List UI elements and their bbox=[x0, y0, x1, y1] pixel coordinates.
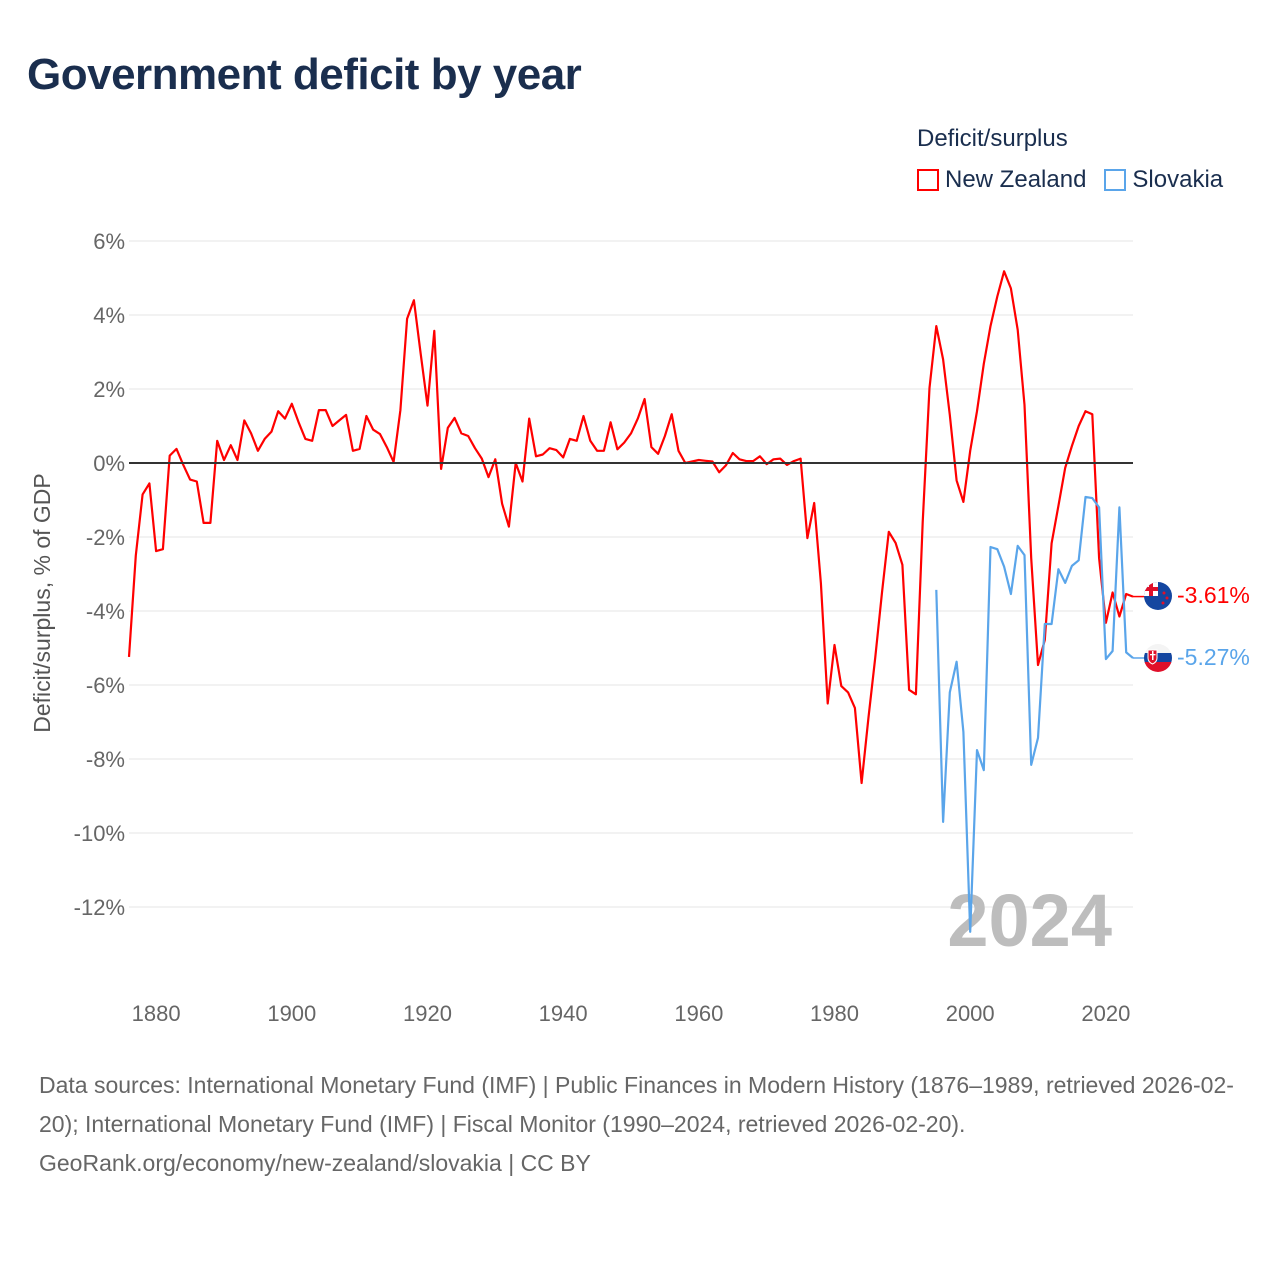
y-tick-label: -10% bbox=[74, 821, 125, 846]
legend-label: New Zealand bbox=[945, 166, 1087, 193]
slovakia-flag-icon bbox=[1144, 644, 1172, 672]
legend-item-new-zealand[interactable]: New Zealand bbox=[917, 166, 1086, 194]
x-tick-label: 1960 bbox=[674, 1001, 723, 1026]
x-tick-label: 1920 bbox=[403, 1001, 452, 1026]
end-label-new-zealand: -3.61% bbox=[1177, 582, 1250, 608]
y-tick-label: -6% bbox=[86, 673, 125, 698]
legend-swatch-new-zealand bbox=[917, 169, 939, 191]
legend-title: Deficit/surplus bbox=[917, 125, 1068, 152]
legend-item-slovakia[interactable]: Slovakia bbox=[1104, 166, 1223, 194]
y-tick-label: -2% bbox=[86, 525, 125, 550]
series-line-new-zealand[interactable] bbox=[127, 270, 1134, 785]
y-axis-label: Deficit/surplus, % of GDP bbox=[29, 473, 55, 732]
x-tick-label: 1880 bbox=[132, 1001, 181, 1026]
y-tick-label: 2% bbox=[93, 377, 125, 402]
x-tick-label: 2020 bbox=[1081, 1001, 1130, 1026]
year-watermark: 2024 bbox=[947, 879, 1112, 962]
line-chart: 6% 4% 2% 0% -2% -4% -6% -8% -10% -12% 1880 1900 192… bbox=[29, 229, 1250, 1026]
y-tick-label: -4% bbox=[86, 599, 125, 624]
x-tick-label: 1980 bbox=[810, 1001, 859, 1026]
x-tick-label: 1940 bbox=[539, 1001, 588, 1026]
chart-title: Government deficit by year bbox=[27, 50, 582, 99]
y-tick-label: 4% bbox=[93, 303, 125, 328]
y-tick-label: 0% bbox=[93, 451, 125, 476]
y-tick-label: 6% bbox=[93, 229, 125, 254]
end-label-slovakia: -5.27% bbox=[1177, 644, 1250, 670]
credit-link[interactable]: GeoRank.org/economy/new-zealand/slovakia… bbox=[39, 1150, 591, 1176]
x-tick-label: 2000 bbox=[946, 1001, 995, 1026]
legend-swatch-slovakia bbox=[1104, 169, 1127, 191]
y-tick-label: -12% bbox=[74, 895, 125, 920]
new-zealand-flag-icon bbox=[1144, 582, 1172, 610]
x-tick-label: 1900 bbox=[267, 1001, 316, 1026]
legend-label: Slovakia bbox=[1132, 166, 1224, 193]
legend: New Zealand Slovakia bbox=[917, 166, 1223, 194]
y-tick-label: -8% bbox=[86, 747, 125, 772]
data-sources: Data sources: International Monetary Fun… bbox=[39, 1072, 1234, 1137]
series-line-slovakia[interactable] bbox=[935, 495, 1134, 933]
footer: Data sources: International Monetary Fun… bbox=[39, 1066, 1239, 1183]
